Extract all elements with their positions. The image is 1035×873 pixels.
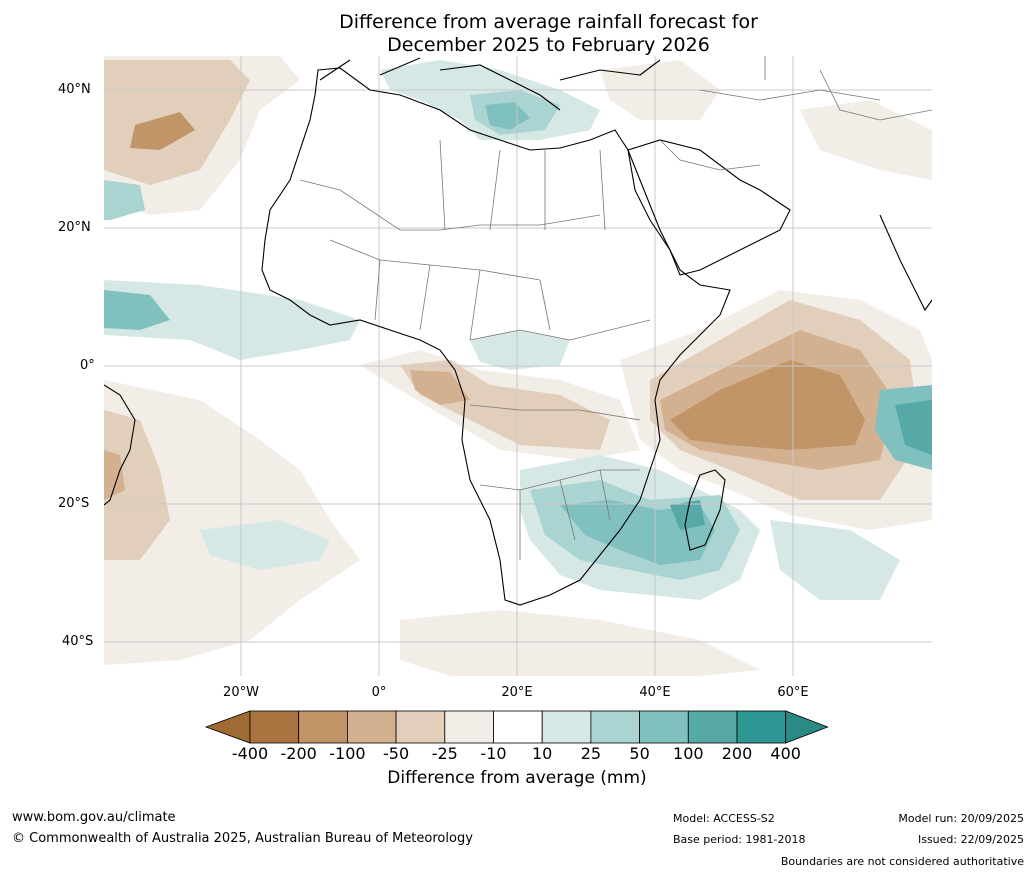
dry-region-gabon-core	[410, 370, 470, 405]
wet-region-aegean-core	[485, 102, 530, 130]
wet-region-east-indian-core	[895, 400, 932, 455]
lon-label-60e: 60°E	[777, 685, 809, 700]
lon-label-40e: 40°E	[639, 685, 671, 700]
colorbar-tick-label: -100	[329, 744, 366, 763]
dry-region-arabia	[800, 100, 932, 180]
coastlines	[104, 57, 932, 606]
colorbar-label: Difference from average (mm)	[387, 768, 647, 788]
country-borders	[299, 56, 932, 560]
wet-region-southwest-atlantic	[200, 520, 330, 570]
map-title-line2: December 2025 to February 2026	[387, 34, 710, 56]
footer-model-run: Model run: 20/09/2025	[898, 812, 1024, 825]
lon-label-0: 0°	[371, 685, 387, 700]
anomaly-shading	[104, 56, 932, 676]
colorbar-tick-label: -25	[431, 744, 458, 763]
footer-website[interactable]: www.bom.gov.au/climate	[12, 810, 176, 825]
lon-label-20e: 20°E	[501, 685, 533, 700]
colorbar-cell	[346, 710, 397, 744]
dry-region-south-atlantic	[104, 380, 360, 665]
south-america-coastline	[104, 384, 136, 506]
wet-region-south-indian	[770, 520, 900, 600]
footer-issued: Issued: 22/09/2025	[917, 833, 1024, 846]
colorbar-cell	[590, 710, 640, 744]
lat-label-40n: 40°N	[58, 82, 91, 97]
footer-base-period: Base period: 1981-2018	[673, 833, 806, 846]
colorbar-tick-label: 10	[532, 744, 553, 763]
lat-label-20n: 20°N	[58, 220, 91, 235]
africa-coastline	[261, 67, 731, 606]
wet-region-tropical-atlantic	[104, 280, 360, 360]
dry-region-north-atlantic-core	[130, 112, 195, 150]
footer-boundaries-note: Boundaries are not considered authoritat…	[780, 855, 1024, 868]
wet-region-west-atlantic	[104, 180, 145, 220]
europe-coastline	[319, 57, 661, 111]
colorbar-cell	[687, 710, 738, 744]
colorbar-tick-label: 50	[629, 744, 650, 763]
colorbar-tick-label: -50	[383, 744, 410, 763]
colorbar-tick-label: 100	[673, 744, 704, 763]
lat-label-40s: 40°S	[62, 634, 94, 649]
india-coastline	[879, 214, 932, 312]
colorbar-cell	[298, 710, 348, 744]
colorbar-tick-label: 25	[580, 744, 602, 763]
colorbar-cell	[444, 710, 494, 744]
lat-label-20s: 20°S	[58, 496, 90, 511]
lat-label-0: 0°	[80, 358, 95, 373]
colorbar-tick-label: -10	[480, 744, 507, 763]
colorbar-cell	[493, 710, 543, 744]
dry-region-southern-ocean	[400, 610, 760, 676]
colorbar-cell	[249, 710, 300, 744]
lon-label-20w: 20°W	[223, 685, 259, 700]
colorbar-tick-label: -400	[231, 744, 269, 763]
wet-region-tropical-atlantic-mid	[104, 290, 170, 330]
colorbar-tick-label: 400	[770, 744, 801, 763]
colorbar-extend-low	[204, 710, 251, 744]
colorbar-cell	[395, 710, 446, 744]
gridlines	[104, 56, 932, 676]
colorbar-cell	[736, 710, 787, 744]
dry-region-indian-ocean-core	[670, 360, 865, 450]
colorbar-cell	[541, 710, 592, 744]
footer-copyright: © Commonwealth of Australia 2025, Austra…	[12, 831, 473, 846]
arabia-coastline	[627, 139, 791, 276]
dry-region-brazil	[104, 410, 170, 560]
colorbar-cell	[639, 710, 689, 744]
map-title-line1: Difference from average rainfall forecas…	[339, 11, 758, 33]
colorbar-extend-high	[785, 710, 829, 744]
wet-region-central-africa	[470, 330, 570, 370]
madagascar-coastline	[684, 469, 726, 551]
footer-model: Model: ACCESS-S2	[673, 812, 775, 825]
colorbar	[204, 710, 829, 744]
colorbar-tick-label: 200	[721, 744, 753, 763]
colorbar-tick-label: -200	[280, 744, 317, 763]
dry-region-brazil-core	[104, 450, 125, 500]
